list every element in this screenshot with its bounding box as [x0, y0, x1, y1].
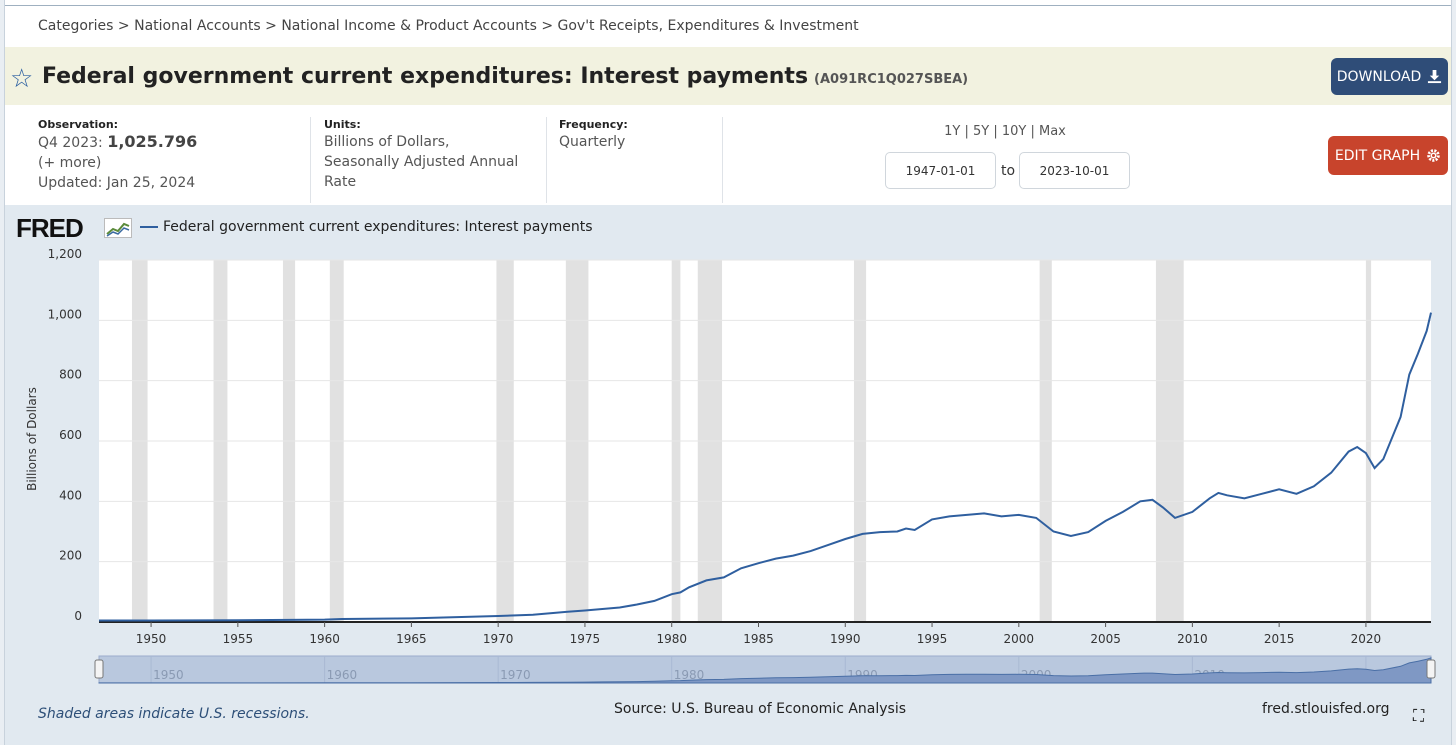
download-label: DOWNLOAD — [1336, 68, 1422, 85]
download-icon — [1428, 69, 1442, 84]
source-text: Source: U.S. Bureau of Economic Analysis — [614, 701, 907, 717]
x-tick-label: 1950 — [136, 632, 167, 646]
gear-icon — [1427, 149, 1440, 162]
x-tick-label: 1995 — [917, 632, 948, 646]
y-tick-label: 800 — [59, 368, 82, 382]
x-tick-label: 1985 — [743, 632, 774, 646]
frequency-value: Quarterly — [559, 134, 626, 150]
frequency-label: Frequency: — [559, 118, 628, 131]
range-10y[interactable]: 10Y — [1001, 124, 1027, 139]
top-border — [0, 0, 1456, 6]
fred-logo-text: FRED — [16, 213, 84, 243]
range-links: 1Y | 5Y | 10Y | Max — [944, 124, 1066, 139]
units-line-1: Billions of Dollars, — [324, 134, 450, 150]
units-line-2: Seasonally Adjusted Annual — [324, 154, 519, 170]
fred-logo: FRED — [16, 213, 84, 244]
x-tick-label: 2020 — [1351, 632, 1382, 646]
y-tick-label: 1,000 — [48, 307, 82, 321]
updated-date: Updated: Jan 25, 2024 — [38, 175, 196, 191]
page-title: Federal government current expenditures:… — [42, 64, 968, 89]
fred-site-link[interactable]: fred.stlouisfed.org — [1262, 701, 1390, 717]
observation-label: Observation: — [38, 118, 119, 131]
right-edge — [1451, 0, 1456, 745]
x-tick-label: 1975 — [570, 632, 601, 646]
navigator-tick-label: 1960 — [327, 668, 358, 682]
date-to-label: to — [1001, 163, 1016, 179]
series-title: Federal government current expenditures:… — [42, 64, 809, 89]
navigator-tick-label: 1950 — [153, 668, 184, 682]
units-line-3: Rate — [324, 174, 357, 190]
x-tick-label: 2000 — [1004, 632, 1035, 646]
y-tick-label: 0 — [74, 609, 82, 623]
title-bar — [5, 47, 1451, 105]
navigator-tick-label: 1980 — [674, 668, 705, 682]
observation-value: 1,025.796 — [107, 132, 198, 151]
series-line — [99, 312, 1432, 622]
observation-period: Q4 2023: — [38, 135, 103, 151]
navigator-series — [98, 657, 1432, 684]
navigator[interactable]: 19501960197019801990200020102020 — [0, 650, 1456, 690]
range-5y[interactable]: 5Y — [972, 124, 990, 139]
y-tick-label: 600 — [59, 428, 82, 442]
observation-block: Observation: Q4 2023: 1,025.796 (+ more)… — [38, 118, 197, 193]
line-chart[interactable]: 0 200 400 600 800 1,000 1,200 1950 1955 1960 1965 1… — [0, 240, 1456, 660]
series-id: (A091RC1Q027SBEA) — [814, 72, 969, 87]
edit-graph-button[interactable]: EDIT GRAPH — [1328, 136, 1448, 175]
divider — [546, 117, 547, 203]
frequency-block: Frequency: Quarterly — [559, 118, 628, 152]
divider — [722, 117, 723, 203]
x-tick-label: 2005 — [1090, 632, 1121, 646]
navigator-tick-label: 1970 — [500, 668, 531, 682]
legend-label: Federal government current expenditures:… — [163, 219, 593, 235]
legend-swatch — [140, 226, 158, 228]
x-tick-label: 1960 — [309, 632, 340, 646]
end-date-input[interactable]: 2023-10-01 — [1019, 152, 1130, 189]
start-date-input[interactable]: 1947-01-01 — [885, 152, 996, 189]
units-label: Units: — [324, 118, 361, 131]
download-button[interactable]: DOWNLOAD — [1331, 58, 1448, 95]
x-tick-label: 1965 — [396, 632, 427, 646]
units-block: Units: Billions of Dollars, Seasonally A… — [324, 118, 518, 192]
navigator-handle-left[interactable] — [94, 659, 104, 679]
fred-chart-icon — [104, 218, 132, 238]
x-tick-label: 1955 — [223, 632, 254, 646]
y-tick-label: 400 — [59, 488, 82, 502]
breadcrumb[interactable]: Categories > National Accounts > Nationa… — [38, 18, 859, 34]
x-tick-label: 1990 — [830, 632, 861, 646]
range-max[interactable]: Max — [1039, 124, 1066, 139]
x-tick-label: 2015 — [1264, 632, 1295, 646]
edit-graph-label: EDIT GRAPH — [1334, 147, 1421, 164]
y-tick-label: 200 — [59, 549, 82, 563]
y-tick-label: 1,200 — [48, 247, 82, 261]
x-tick-label: 1970 — [483, 632, 514, 646]
star-icon[interactable]: ☆ — [10, 64, 34, 94]
range-1y[interactable]: 1Y — [944, 124, 961, 139]
navigator-handle-right[interactable] — [1426, 659, 1436, 679]
x-tick-label: 1980 — [656, 632, 687, 646]
expand-icon[interactable]: ⛶ — [1413, 706, 1425, 725]
more-link[interactable]: (+ more) — [38, 155, 102, 171]
left-edge — [0, 0, 5, 745]
divider — [310, 117, 311, 203]
x-tick-label: 2010 — [1177, 632, 1208, 646]
recession-footnote: Shaded areas indicate U.S. recessions. — [38, 706, 310, 722]
